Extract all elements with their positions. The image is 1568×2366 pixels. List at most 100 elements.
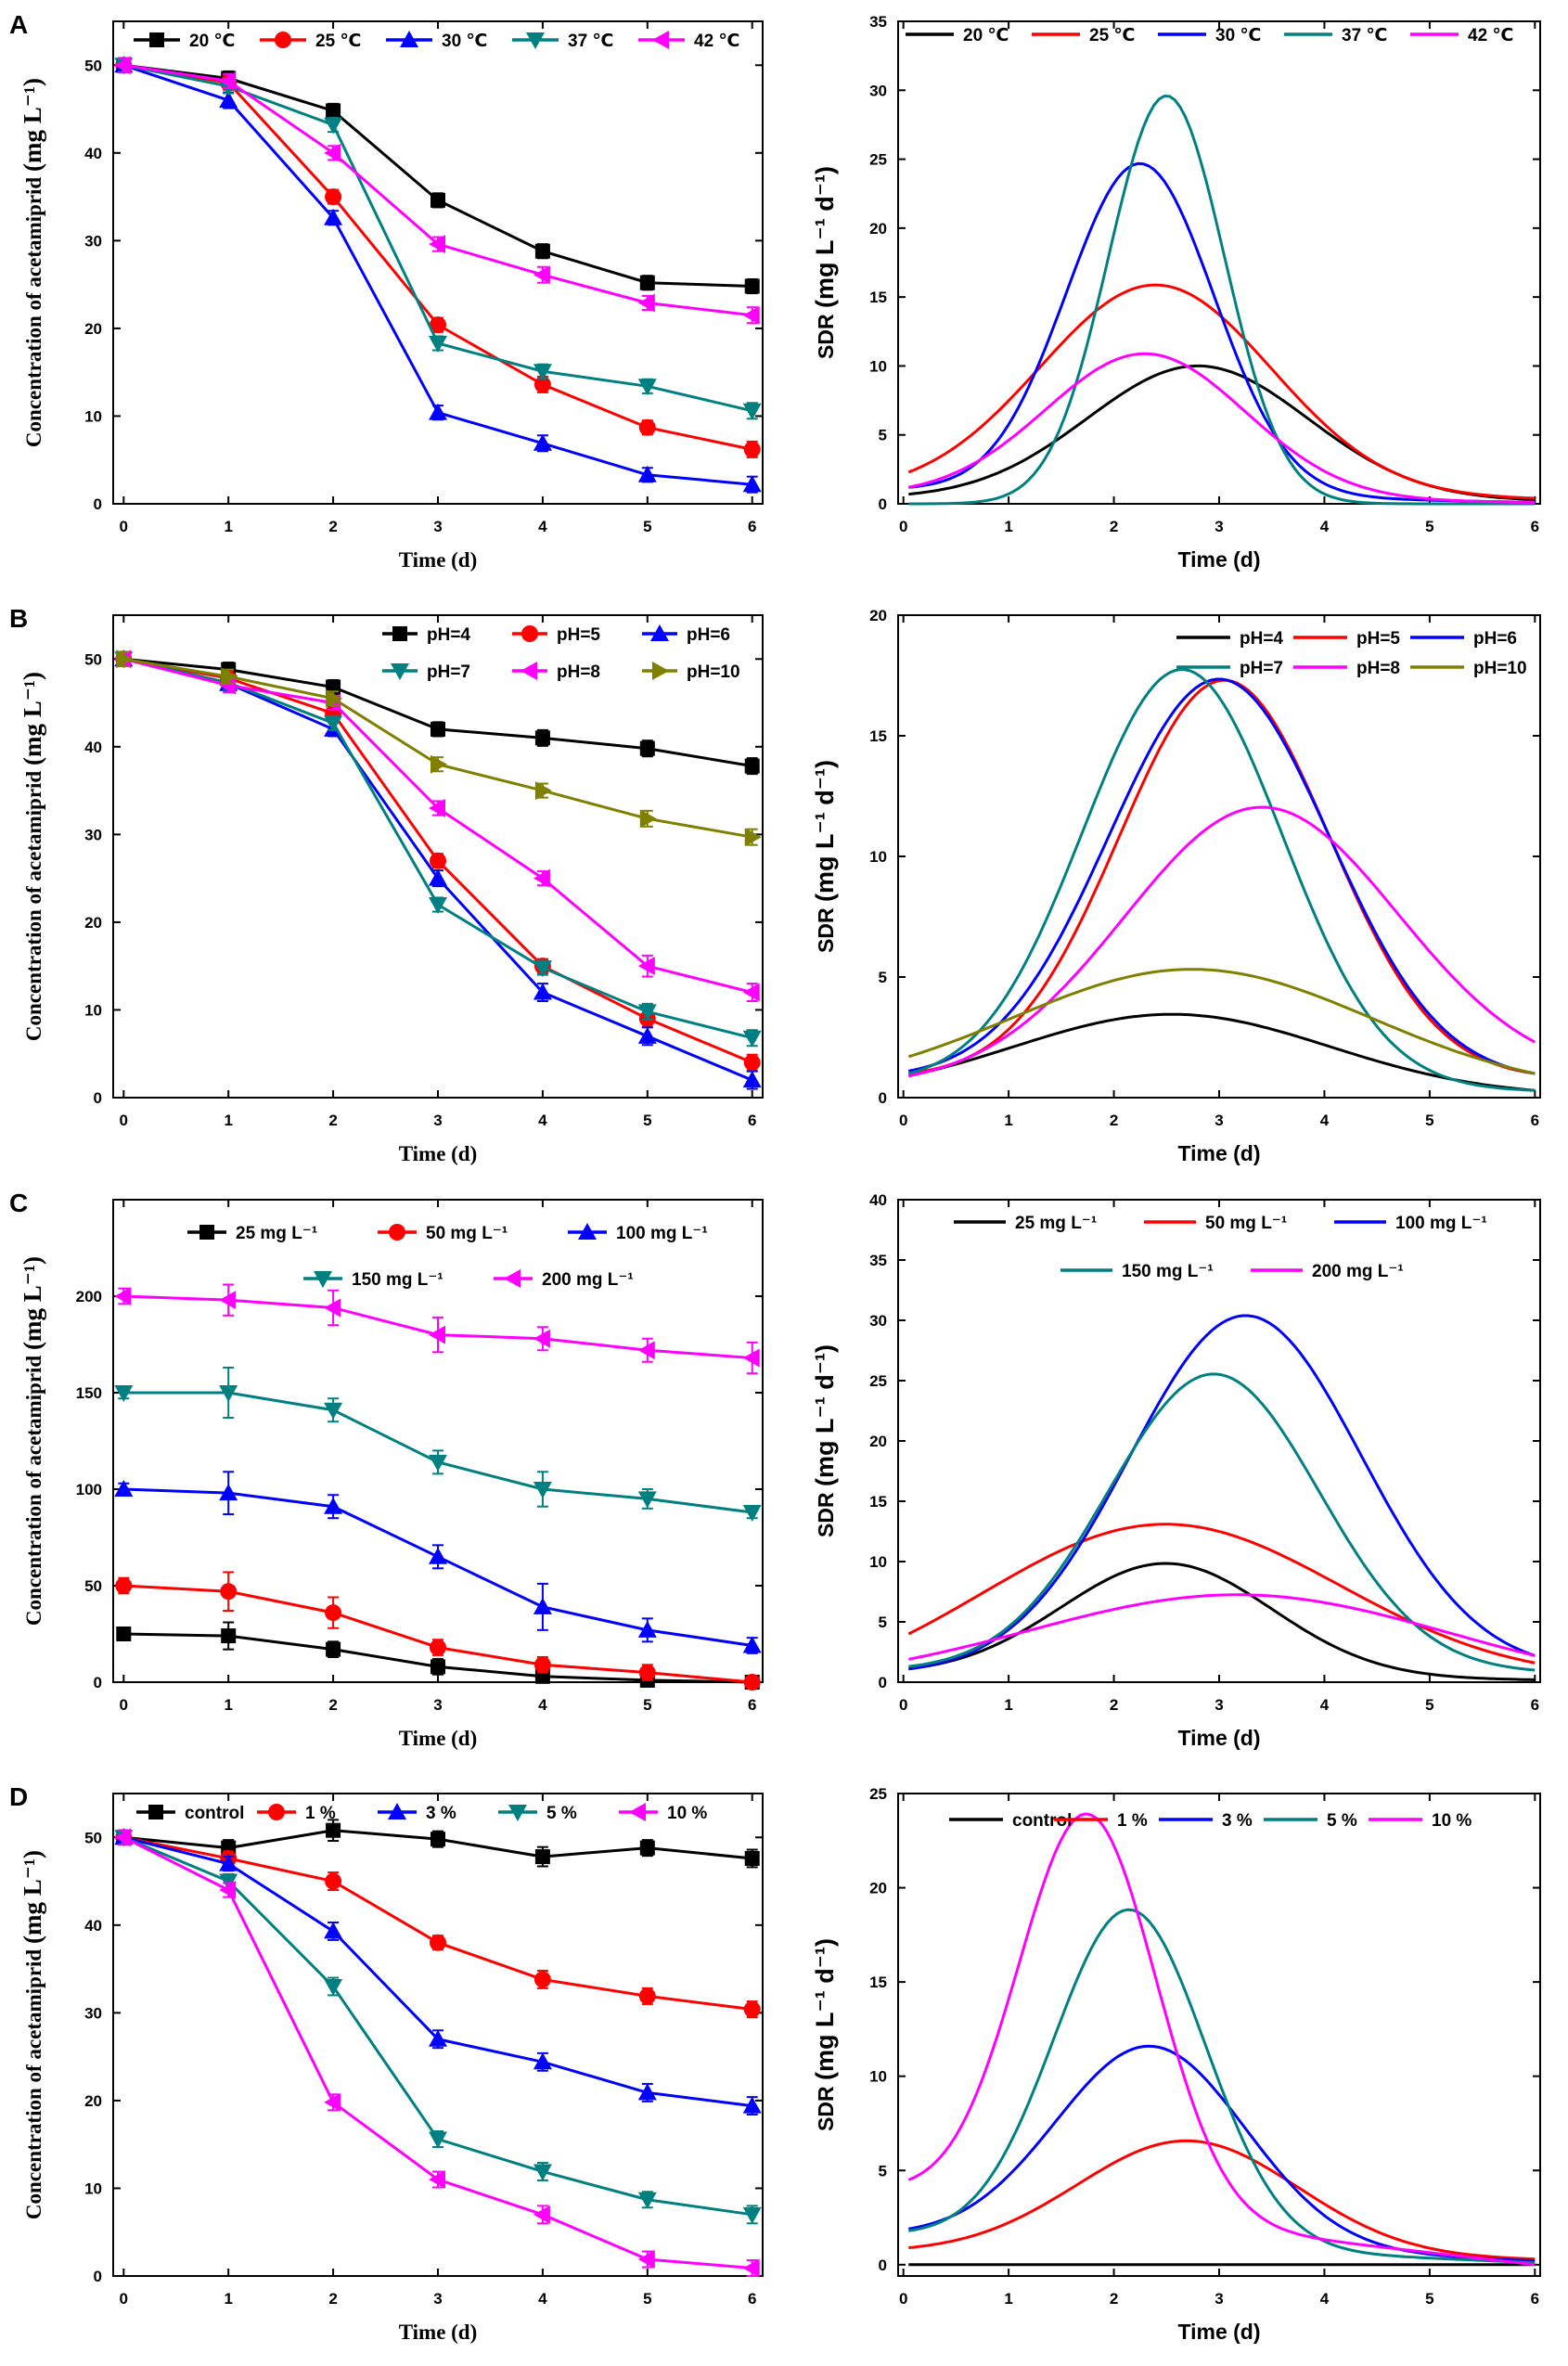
x-tick-label: 0: [899, 518, 907, 535]
x-tick-label: 3: [1215, 518, 1223, 535]
y-axis-label-main: Concentration of acetamiprid: [22, 1350, 45, 1626]
y-axis-label: SDR (mg L⁻¹ d⁻¹): [811, 166, 839, 359]
data-point: [533, 960, 552, 978]
x-tick-label: 0: [899, 2290, 907, 2308]
x-tick-label: 4: [538, 2290, 547, 2308]
legend-label: 3 %: [426, 1804, 456, 1823]
x-tick-label: 5: [1425, 2290, 1433, 2308]
data-point: [219, 71, 237, 91]
data-point: [533, 1656, 551, 1674]
series-5-: [114, 1829, 762, 2225]
data-point: [429, 799, 445, 817]
y-axis-label: Concentration of acetamiprid (mg L⁻¹): [19, 1850, 46, 2219]
data-point: [115, 1577, 133, 1594]
data-point: [326, 1641, 341, 1657]
panel-letter: C: [9, 1189, 28, 1217]
legend-label: 150 mg L⁻¹: [1122, 1262, 1214, 1281]
legend-marker: [521, 625, 538, 642]
x-tick-label: 1: [1004, 1112, 1012, 1129]
x-tick-label: 6: [1531, 2290, 1539, 2308]
legend-marker: [314, 1271, 332, 1288]
series-line: [123, 63, 752, 289]
y-tick-label: 30: [84, 2004, 102, 2022]
y-tick-label: 5: [879, 969, 887, 986]
data-point: [431, 721, 445, 737]
data-point: [430, 316, 446, 334]
series-1-: [115, 1829, 761, 2019]
y-tick-label: 10: [869, 1553, 887, 1571]
y-tick-label: 30: [869, 1312, 887, 1330]
legend-label: control: [1012, 1811, 1072, 1831]
series-curve: [908, 1908, 1536, 2265]
data-point: [431, 1832, 445, 1847]
legend-label: pH=5: [1356, 629, 1400, 649]
y-axis-label: Concentration of acetamiprid (mg L⁻¹): [19, 1256, 46, 1626]
x-tick-label: 1: [224, 518, 232, 535]
y-tick-label: 40: [84, 1917, 102, 1935]
data-point: [534, 243, 550, 259]
data-point: [430, 852, 446, 869]
y-tick-label: 30: [84, 232, 102, 250]
series-line: [122, 1835, 752, 2012]
data-point: [534, 730, 550, 746]
legend-label: 30 ℃: [442, 32, 487, 51]
x-tick-label: 4: [538, 518, 547, 535]
y-tick-label: 50: [84, 57, 102, 74]
y-tick-label: 150: [76, 1384, 102, 1402]
series-curve: [907, 805, 1536, 1078]
data-point: [429, 2131, 447, 2149]
y-tick-label: 20: [84, 320, 102, 338]
x-tick-label: 1: [224, 2290, 232, 2308]
series-150-mg-l-: [114, 1366, 762, 1522]
series-ph-7: [114, 650, 762, 1048]
panel-letter: B: [9, 604, 28, 633]
x-tick-label: 5: [643, 518, 651, 535]
y-tick-label: 10: [84, 407, 102, 425]
legend-label: pH=4: [427, 625, 470, 645]
x-tick-label: 2: [1110, 518, 1118, 535]
legend-label: pH=8: [1356, 659, 1400, 678]
y-axis-label: SDR (mg L⁻¹ d⁻¹): [811, 760, 839, 953]
data-point: [637, 1491, 657, 1509]
series-3-: [114, 1828, 762, 2116]
y-axis-label-main: SDR: [814, 2080, 838, 2131]
legend-label: 25 ℃: [315, 32, 361, 51]
series-curve: [908, 161, 1536, 504]
x-tick-label: 4: [1320, 1112, 1330, 1129]
x-tick-label: 4: [538, 1112, 547, 1129]
legend-label: 20 ℃: [963, 26, 1009, 45]
legend-label: pH=7: [1240, 659, 1283, 678]
y-axis-label: Concentration of acetamiprid (mg L⁻¹): [19, 672, 46, 1041]
y-tick-label: 50: [84, 1829, 102, 1846]
x-tick-label: 5: [1425, 1112, 1433, 1129]
data-point: [533, 433, 552, 451]
data-point: [219, 675, 237, 695]
data-point: [431, 1659, 445, 1675]
data-point: [324, 143, 341, 162]
series-curve: [907, 668, 1536, 1092]
legend-label: pH=4: [1240, 629, 1283, 649]
legend-marker: [199, 1225, 214, 1240]
y-tick-label: 20: [84, 2092, 102, 2110]
y-tick-label: 25: [869, 1372, 887, 1390]
data-point: [116, 1627, 132, 1641]
y-tick-label: 50: [84, 1577, 102, 1595]
data-point: [114, 56, 132, 75]
y-tick-label: 40: [84, 145, 102, 162]
data-point: [639, 1840, 655, 1856]
legend-marker: [652, 31, 669, 49]
legend-label: 37 ℃: [568, 32, 613, 51]
series-line: [122, 1835, 752, 2270]
legend-label: 25 ℃: [1089, 26, 1135, 45]
series-25-: [115, 57, 761, 458]
x-tick-label: 6: [1531, 518, 1539, 535]
x-tick-label: 5: [643, 1112, 651, 1129]
legend-label: pH=5: [557, 625, 600, 645]
y-tick-label: 0: [879, 2257, 887, 2274]
data-point: [324, 1497, 343, 1514]
series-line: [123, 63, 752, 317]
x-tick-label: 1: [224, 1112, 232, 1129]
y-axis-label-unit: (mg L⁻¹ d⁻¹): [811, 760, 839, 902]
y-tick-label: 30: [869, 82, 887, 99]
series-curve: [907, 677, 1536, 1075]
